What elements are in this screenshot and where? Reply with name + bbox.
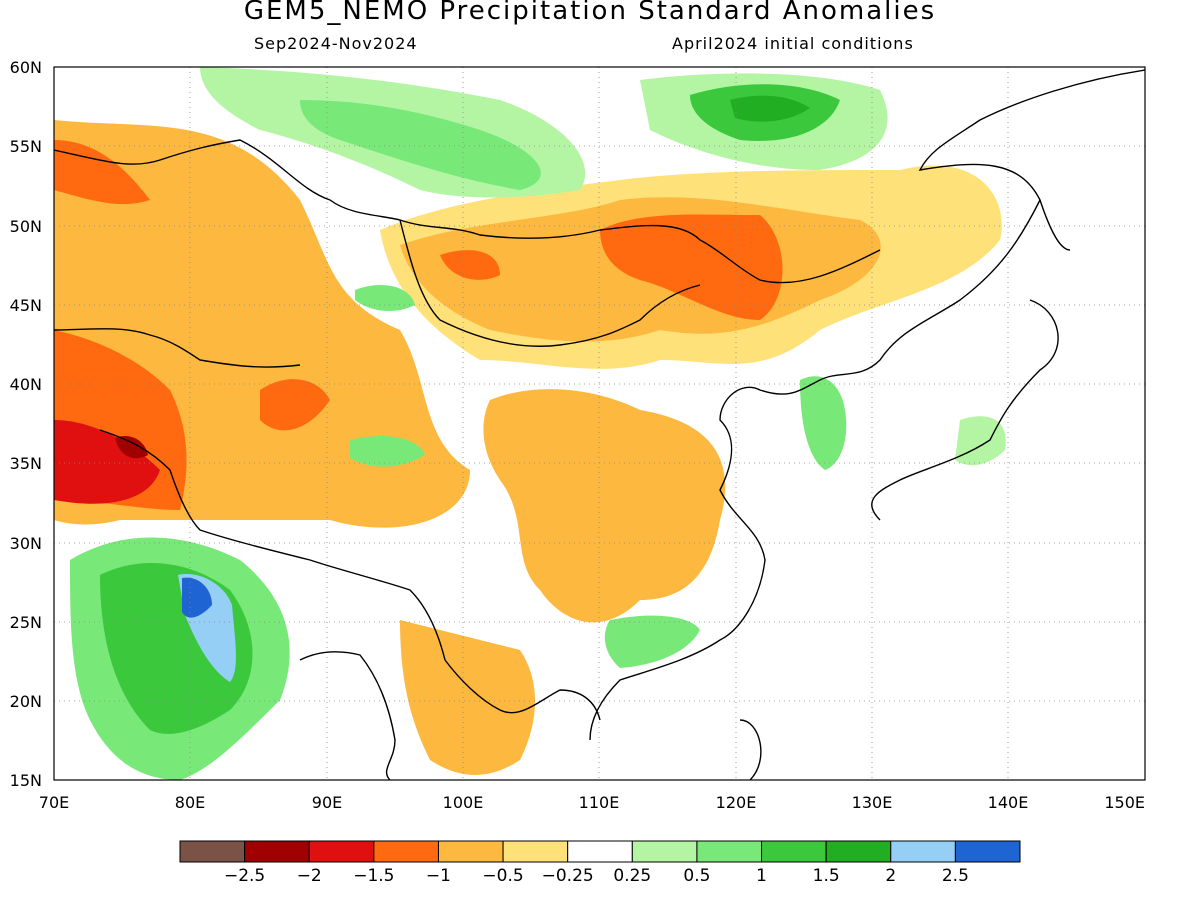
x-tick-label: 130E <box>852 793 893 812</box>
colorbar-swatch <box>568 841 633 862</box>
y-tick-label: 15N <box>10 771 42 790</box>
y-tick-label: 30N <box>10 534 42 553</box>
colorbar-label: −1 <box>426 866 451 886</box>
x-tick-label: 140E <box>988 793 1029 812</box>
colorbar-swatch <box>245 841 310 862</box>
anomaly-field <box>54 67 1145 780</box>
x-tick-label: 150E <box>1104 793 1145 812</box>
y-tick-label: 35N <box>10 454 42 473</box>
colorbar-swatch <box>826 841 891 862</box>
y-tick-label: 40N <box>10 375 42 394</box>
x-tick-label: 80E <box>175 793 205 812</box>
x-tick-label: 90E <box>312 793 342 812</box>
colorbar-swatch <box>955 841 1020 862</box>
colorbar-label: 0.5 <box>683 866 710 886</box>
colorbar-label: 1 <box>756 866 767 886</box>
colorbar-swatch <box>632 841 697 862</box>
y-axis-ticks: 15N 20N 25N 30N 35N 40N 45N 50N 55N 60N <box>10 58 42 790</box>
colorbar-label: 2 <box>885 866 896 886</box>
colorbar-swatch <box>697 841 762 862</box>
x-tick-label: 70E <box>39 793 69 812</box>
x-tick-label: 120E <box>716 793 757 812</box>
x-tick-label: 100E <box>443 793 484 812</box>
colorbar-swatch <box>180 841 245 862</box>
colorbar-label: 0.25 <box>613 866 651 886</box>
colorbar: −2.5 −2 −1.5 −1 −0.5 −0.25 0.25 0.5 1 1.5 2 2.5 <box>180 841 1020 886</box>
colorbar-label: −0.5 <box>482 866 523 886</box>
x-axis-ticks: 70E 80E 90E 100E 110E 120E 130E 140E 150… <box>39 793 1145 812</box>
colorbar-swatch <box>891 841 956 862</box>
x-tick-label: 110E <box>579 793 620 812</box>
y-tick-label: 25N <box>10 613 42 632</box>
colorbar-swatch <box>503 841 568 862</box>
colorbar-label: −0.25 <box>542 866 594 886</box>
colorbar-label: −1.5 <box>353 866 394 886</box>
y-tick-label: 50N <box>10 217 42 236</box>
y-tick-label: 55N <box>10 137 42 156</box>
colorbar-label: −2.5 <box>224 866 265 886</box>
colorbar-swatch <box>438 841 503 862</box>
colorbar-label: 2.5 <box>942 866 969 886</box>
y-tick-label: 60N <box>10 58 42 77</box>
colorbar-swatch <box>374 841 439 862</box>
y-tick-label: 20N <box>10 692 42 711</box>
anomaly-map: 70E 80E 90E 100E 110E 120E 130E 140E 150… <box>0 0 1200 900</box>
y-tick-label: 45N <box>10 296 42 315</box>
colorbar-label: 1.5 <box>813 866 840 886</box>
colorbar-swatch <box>762 841 827 862</box>
colorbar-swatch <box>309 841 374 862</box>
colorbar-label: −2 <box>297 866 322 886</box>
